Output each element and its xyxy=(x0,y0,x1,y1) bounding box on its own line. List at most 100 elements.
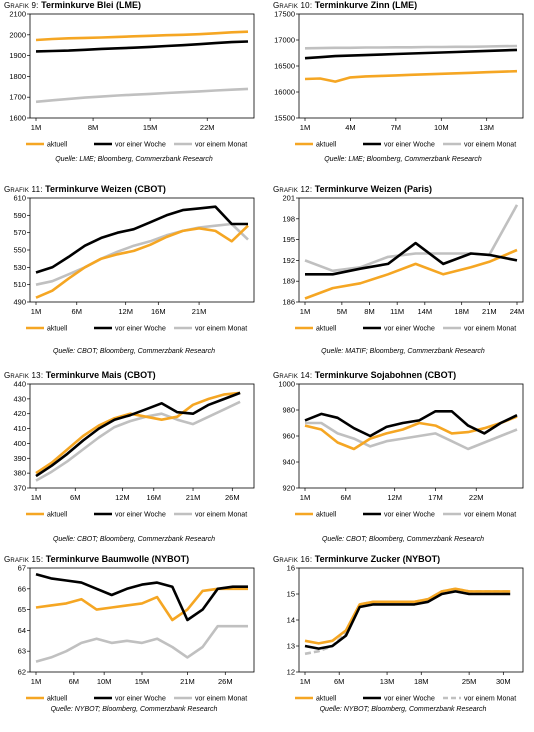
series-line-vor-einer-woche xyxy=(304,409,518,438)
y-tick-label: 400 xyxy=(13,439,26,448)
legend-label-vor-einem-monat: vor einem Monat xyxy=(464,326,516,333)
legend-label-aktuell: aktuell xyxy=(47,696,68,703)
plot-frame xyxy=(29,383,255,489)
series-line-aktuell xyxy=(304,587,511,645)
x-tick-label: 13M xyxy=(479,123,494,132)
legend-label-aktuell: aktuell xyxy=(316,142,337,149)
chart-source: Quelle: CBOT; Bloomberg, Commerzbank Res… xyxy=(52,536,216,543)
x-tick-label: 10M xyxy=(97,677,112,686)
x-tick-label: 30M xyxy=(496,677,511,686)
y-tick-label: 12 xyxy=(287,668,295,677)
series-line-aktuell xyxy=(35,224,249,299)
y-tick-label: 201 xyxy=(282,194,295,203)
y-tick-label: 570 xyxy=(13,228,26,237)
chart-source: Quelle: LME; Bloomberg, Commerzbank Rese… xyxy=(324,156,482,163)
x-tick-label: 15M xyxy=(143,123,158,132)
x-tick-label: 8M xyxy=(88,123,98,132)
y-tick-label: 1900 xyxy=(9,51,26,60)
y-tick-label: 530 xyxy=(13,263,26,272)
x-tick-label: 1M xyxy=(300,307,310,316)
y-tick-label: 2000 xyxy=(9,30,26,39)
y-tick-label: 1700 xyxy=(9,93,26,102)
legend-label-vor-einem-monat: vor einem Monat xyxy=(195,326,247,333)
y-tick-label: 960 xyxy=(282,432,295,441)
series-line-aktuell xyxy=(304,415,518,451)
series-line-vor-einer-woche xyxy=(35,40,249,53)
x-tick-label: 8M xyxy=(364,307,374,316)
legend-label-vor-einem-monat: vor einem Monat xyxy=(464,696,516,703)
y-tick-label: 610 xyxy=(13,194,26,203)
x-tick-label: 1M xyxy=(300,493,310,502)
plot-frame xyxy=(298,197,524,303)
chart-source: Quelle: NYBOT; Bloomberg, Commerzbank Re… xyxy=(50,706,218,713)
x-tick-label: 6M xyxy=(69,677,79,686)
y-tick-label: 920 xyxy=(282,484,295,493)
chart-title: Grafik 14: Terminkurve Sojabohnen (CBOT) xyxy=(273,370,457,380)
x-tick-label: 21M xyxy=(482,307,497,316)
x-tick-label: 22M xyxy=(469,493,484,502)
legend-label-aktuell: aktuell xyxy=(316,326,337,333)
x-tick-label: 18M xyxy=(414,677,429,686)
series-line-aktuell xyxy=(35,587,248,622)
chart-title: Grafik 11: Terminkurve Weizen (CBOT) xyxy=(4,184,166,194)
x-tick-label: 4M xyxy=(345,123,355,132)
chart-svg: 920 940 960 980 1000 1M 6M 12M 17M 22M aktuell vor … xyxy=(278,380,524,519)
y-tick-label: 1800 xyxy=(9,72,26,81)
y-tick-label: 186 xyxy=(282,298,295,307)
legend-label-vor-einer-woche: vor einer Woche xyxy=(384,326,435,333)
series-line-aktuell xyxy=(304,69,518,83)
x-tick-label: 17M xyxy=(428,493,443,502)
chart-svg: 490 510 530 550 570 590 610 1M 6M 12M 16M 21M aktuel… xyxy=(13,194,255,333)
y-tick-label: 980 xyxy=(282,406,295,415)
y-tick-label: 67 xyxy=(18,564,26,573)
x-tick-label: 11M xyxy=(390,307,404,316)
x-tick-label: 6M xyxy=(334,677,344,686)
chart-panel-zucker: Grafik 16: Terminkurve Zucker (NYBOT) 12… xyxy=(273,554,533,732)
x-tick-label: 1M xyxy=(31,123,41,132)
x-tick-label: 6M xyxy=(72,307,82,316)
x-tick-label: 10M xyxy=(434,123,449,132)
chart-panel-sojabohnen: Grafik 14: Terminkurve Sojabohnen (CBOT)… xyxy=(273,370,533,548)
y-tick-label: 16500 xyxy=(274,62,295,71)
x-tick-label: 1M xyxy=(300,123,310,132)
series-line-vor-einem-monat xyxy=(35,400,241,482)
legend-label-vor-einem-monat: vor einem Monat xyxy=(195,696,247,703)
legend-label-vor-einem-monat: vor einem Monat xyxy=(195,142,247,149)
x-tick-label: 21M xyxy=(186,493,201,502)
x-tick-label: 24M xyxy=(510,307,525,316)
x-tick-label: 7M xyxy=(391,123,401,132)
y-tick-label: 15 xyxy=(287,590,295,599)
x-tick-label: 1M xyxy=(31,493,41,502)
x-tick-label: 26M xyxy=(218,677,233,686)
y-tick-label: 16000 xyxy=(274,88,295,97)
legend-label-vor-einer-woche: vor einer Woche xyxy=(384,696,435,703)
plot-frame xyxy=(29,13,255,119)
legend-label-aktuell: aktuell xyxy=(47,512,68,519)
series-line-vor-einer-woche xyxy=(35,205,248,274)
y-tick-label: 64 xyxy=(18,626,26,635)
series-line-vor-einer-woche xyxy=(304,48,518,60)
chart-source: Quelle: MATIF; Bloomberg, Commerzbank Re… xyxy=(321,348,485,355)
x-tick-label: 12M xyxy=(115,493,130,502)
y-tick-label: 550 xyxy=(13,246,26,255)
y-tick-label: 13 xyxy=(287,642,295,651)
y-tick-label: 63 xyxy=(18,647,26,656)
y-tick-label: 1600 xyxy=(9,114,26,123)
x-tick-label: 21M xyxy=(192,307,207,316)
series-line-vor-einem-monat xyxy=(35,624,248,663)
series-line-vor-einer-woche xyxy=(35,391,241,478)
chart-source: Quelle: CBOT; Bloomberg, Commerzbank Res… xyxy=(321,536,485,543)
x-tick-label: 26M xyxy=(225,493,240,502)
legend-label-vor-einer-woche: vor einer Woche xyxy=(384,142,435,149)
y-tick-label: 940 xyxy=(282,458,295,467)
series-line-vor-einem-monat xyxy=(304,204,519,273)
chart-svg: 15500 16000 16500 17000 17500 1M 4M 7M 10M 13M akt… xyxy=(274,10,524,149)
y-tick-label: 1000 xyxy=(278,380,295,389)
y-tick-label: 14 xyxy=(287,616,295,625)
chart-panel-zinn: Grafik 10: Terminkurve Zinn (LME) 15500 1… xyxy=(273,0,533,178)
chart-svg: 12 13 14 15 16 1M 6M 13M 18M 25M 30M aktuell vor ein… xyxy=(287,564,524,703)
y-tick-label: 380 xyxy=(13,469,26,478)
y-tick-label: 2100 xyxy=(9,10,26,19)
chart-panel-mais: Grafik 13: Terminkurve Mais (CBOT) 370 38… xyxy=(4,370,264,548)
legend-label-vor-einem-monat: vor einem Monat xyxy=(195,512,247,519)
